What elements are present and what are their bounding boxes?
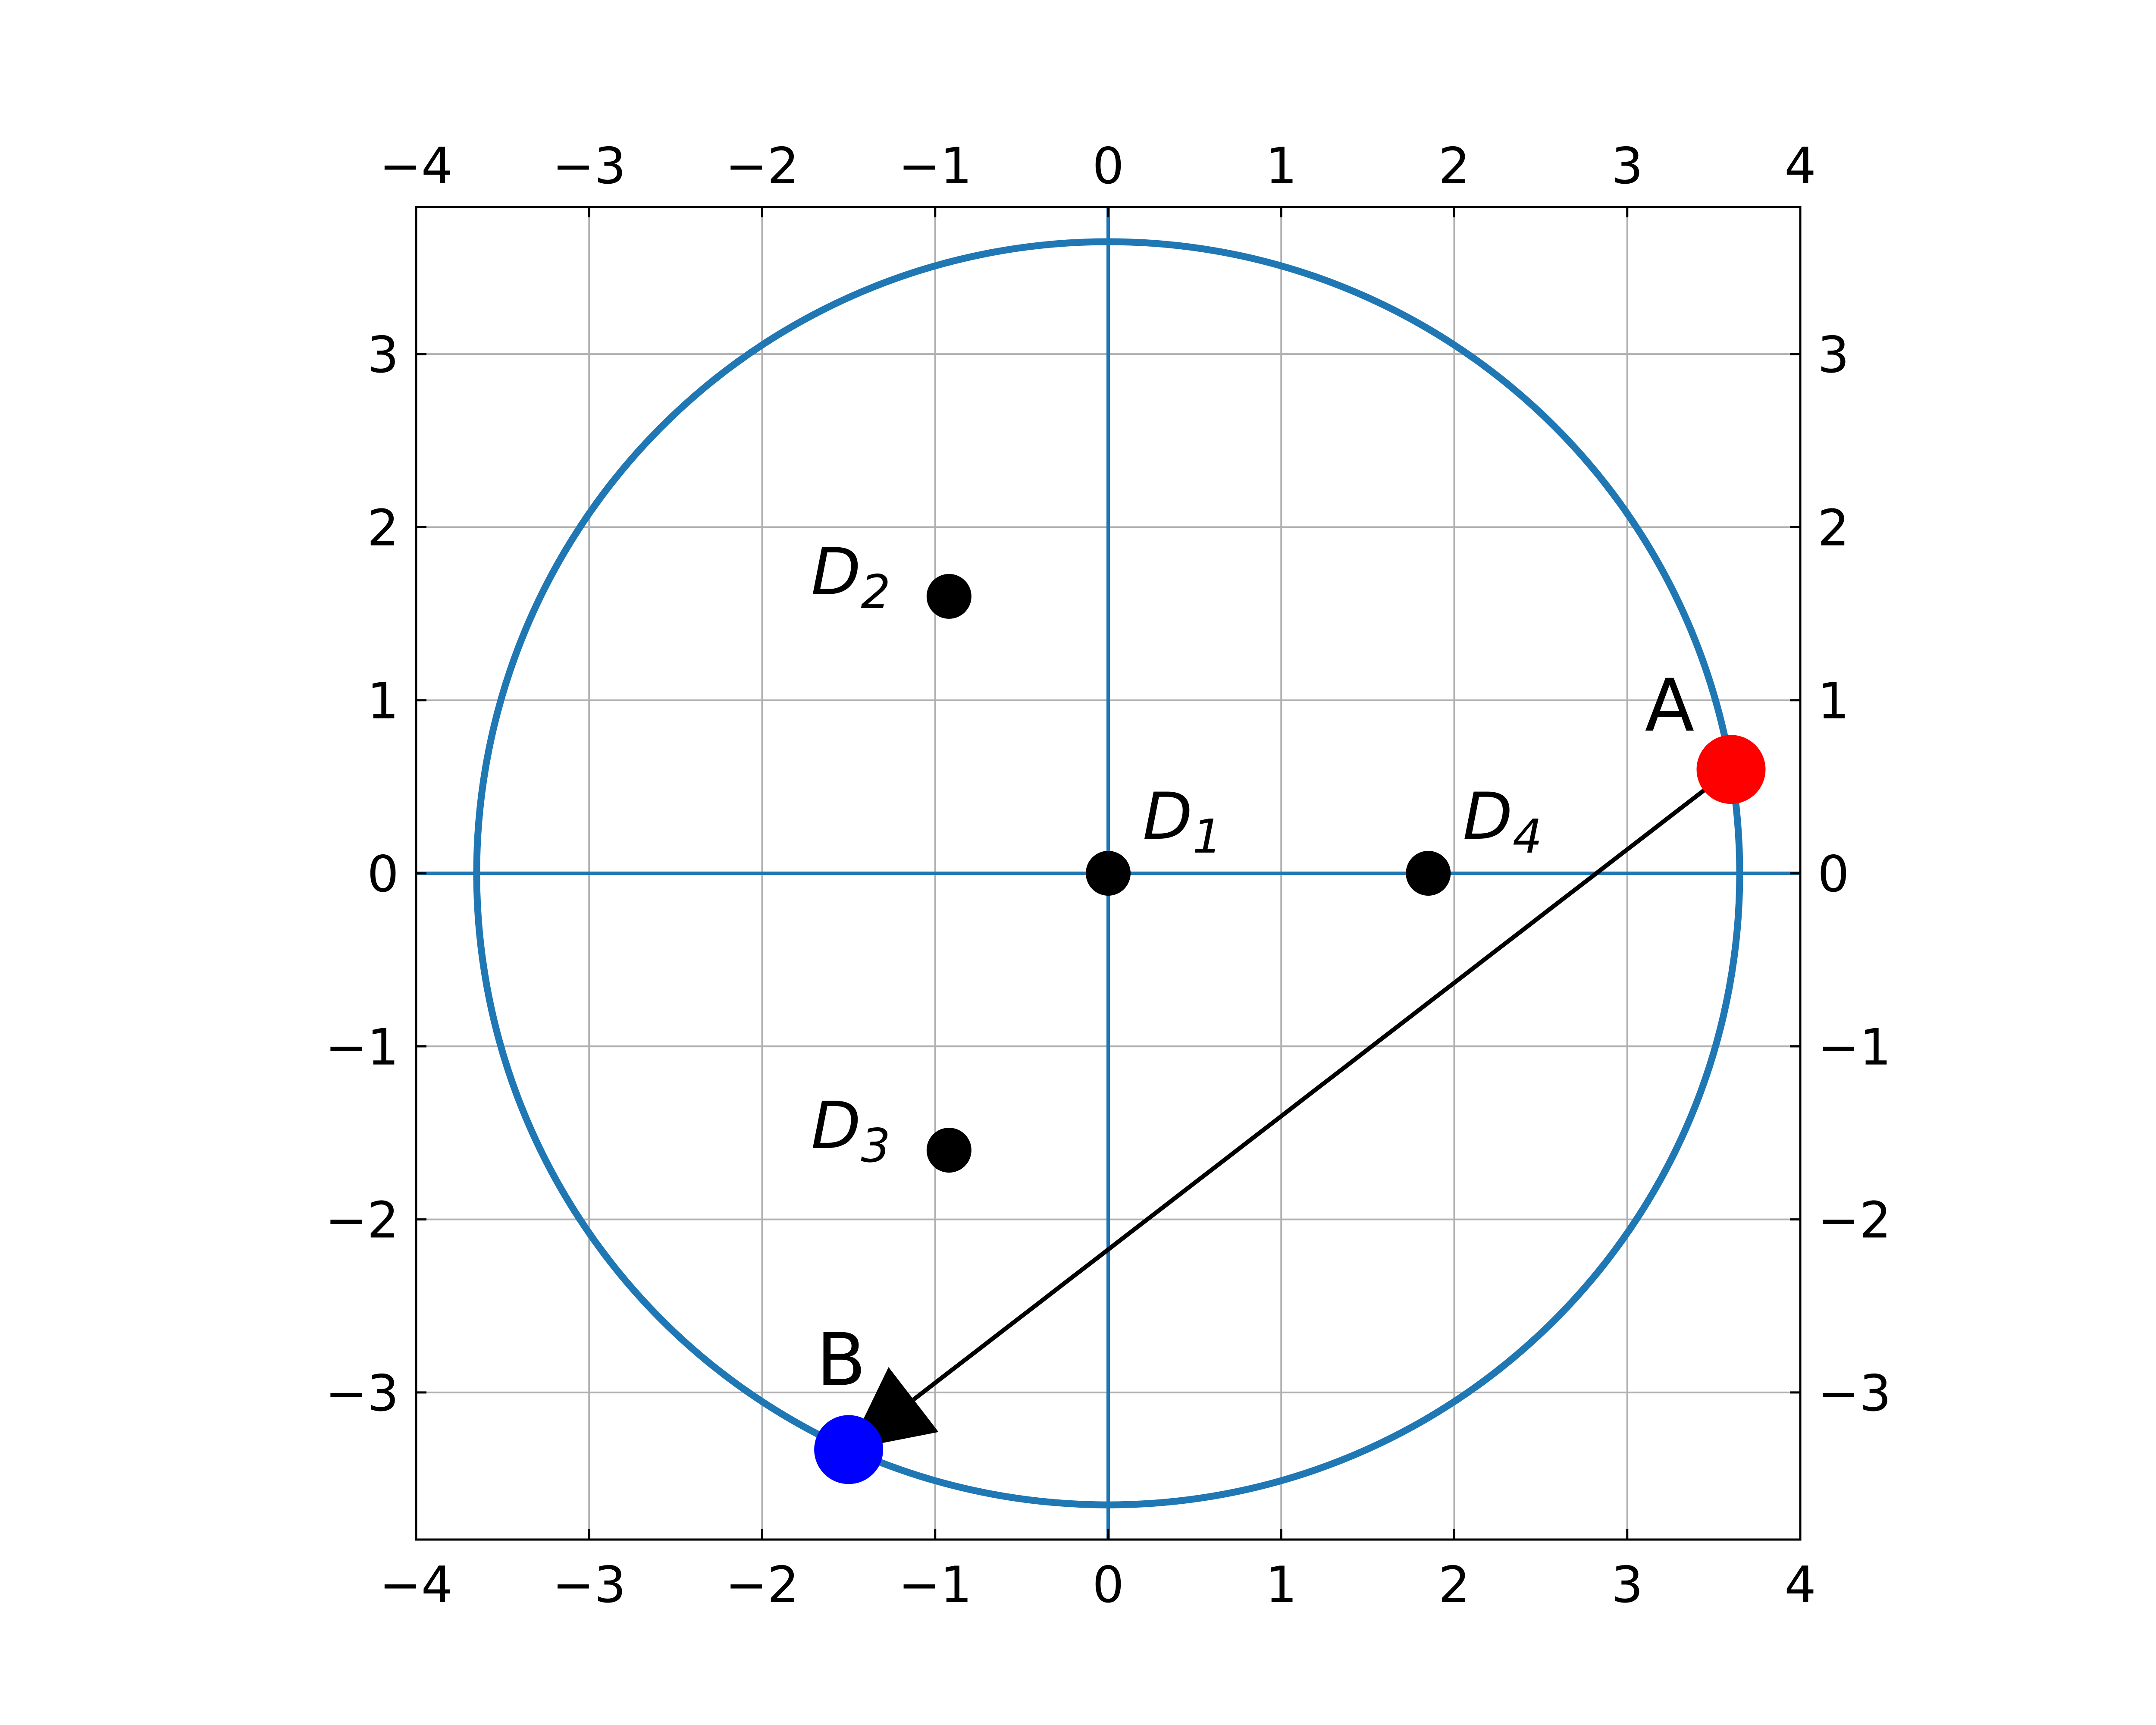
- point-label-d1: D1: [1143, 779, 1222, 864]
- y-tick-label-right: 3: [1818, 326, 1849, 384]
- x-tick-label-top: 4: [1784, 137, 1816, 195]
- marker-a: [1696, 735, 1766, 804]
- marker-label-a: A: [1645, 663, 1695, 748]
- point-label-base: D: [1463, 779, 1513, 854]
- point-label-subscript: 3: [861, 1119, 890, 1173]
- y-tick-label-left: −3: [325, 1364, 399, 1423]
- x-tick-label-top: 2: [1438, 137, 1470, 195]
- x-tick-label-bottom: −3: [552, 1556, 626, 1614]
- tick-labels: −4 −4 −3 −3 −2 −2 −1 −1 0 0 1 1 2 2 3 3 4 4 −3 −3 −2 −2 −1 −1 0 0…: [325, 137, 1891, 1614]
- y-tick-label-left: 0: [367, 845, 399, 903]
- point-d1: [1086, 851, 1131, 896]
- x-tick-label-top: −4: [379, 137, 453, 195]
- x-tick-label-top: −3: [552, 137, 626, 195]
- y-tick-label-right: −3: [1818, 1364, 1891, 1423]
- y-tick-label-left: −2: [325, 1192, 399, 1250]
- y-tick-label-left: 2: [367, 499, 399, 557]
- x-tick-label-bottom: −1: [898, 1556, 972, 1614]
- tick-marks: [415, 207, 1802, 1540]
- x-tick-label-bottom: 1: [1265, 1556, 1297, 1614]
- point-d4: [1406, 851, 1451, 896]
- arrow-shaft: [912, 768, 1733, 1402]
- y-tick-label-right: −2: [1818, 1192, 1891, 1250]
- x-tick-label-top: 3: [1611, 137, 1643, 195]
- y-tick-label-right: 2: [1818, 499, 1849, 557]
- marker-label-b: B: [816, 1317, 866, 1402]
- point-label-d4: D4: [1463, 779, 1542, 864]
- point-label-base: D: [811, 535, 861, 610]
- circle-layer: [473, 238, 1743, 1509]
- y-tick-label-left: 1: [367, 672, 399, 731]
- point-label-d2: D2: [811, 535, 890, 619]
- point-label-base: D: [811, 1088, 861, 1164]
- y-tick-label-left: −1: [325, 1018, 399, 1076]
- x-tick-label-top: −2: [725, 137, 799, 195]
- point-label-base: D: [1143, 779, 1193, 854]
- x-tick-label-bottom: 0: [1092, 1556, 1124, 1614]
- x-tick-label-bottom: 3: [1611, 1556, 1643, 1614]
- x-tick-label-top: 1: [1265, 137, 1297, 195]
- y-tick-label-left: 3: [367, 326, 399, 384]
- point-label-subscript: 4: [1513, 810, 1542, 864]
- point-d3: [926, 1128, 971, 1173]
- x-tick-label-bottom: −2: [725, 1556, 799, 1614]
- x-tick-label-bottom: 4: [1784, 1556, 1816, 1614]
- point-label-subscript: 2: [861, 565, 890, 619]
- point-label-subscript: 1: [1193, 810, 1222, 864]
- marker-b: [814, 1415, 884, 1484]
- y-tick-label-right: −1: [1818, 1018, 1891, 1076]
- y-tick-label-right: 1: [1818, 672, 1849, 731]
- x-tick-label-bottom: −4: [379, 1556, 453, 1614]
- x-tick-label-top: 0: [1092, 137, 1124, 195]
- circle-outline: [473, 238, 1743, 1509]
- point-label-d3: D3: [811, 1088, 890, 1173]
- x-tick-label-top: −1: [898, 137, 972, 195]
- point-d2: [926, 574, 971, 619]
- y-tick-label-right: 0: [1818, 845, 1849, 903]
- x-tick-label-bottom: 2: [1438, 1556, 1470, 1614]
